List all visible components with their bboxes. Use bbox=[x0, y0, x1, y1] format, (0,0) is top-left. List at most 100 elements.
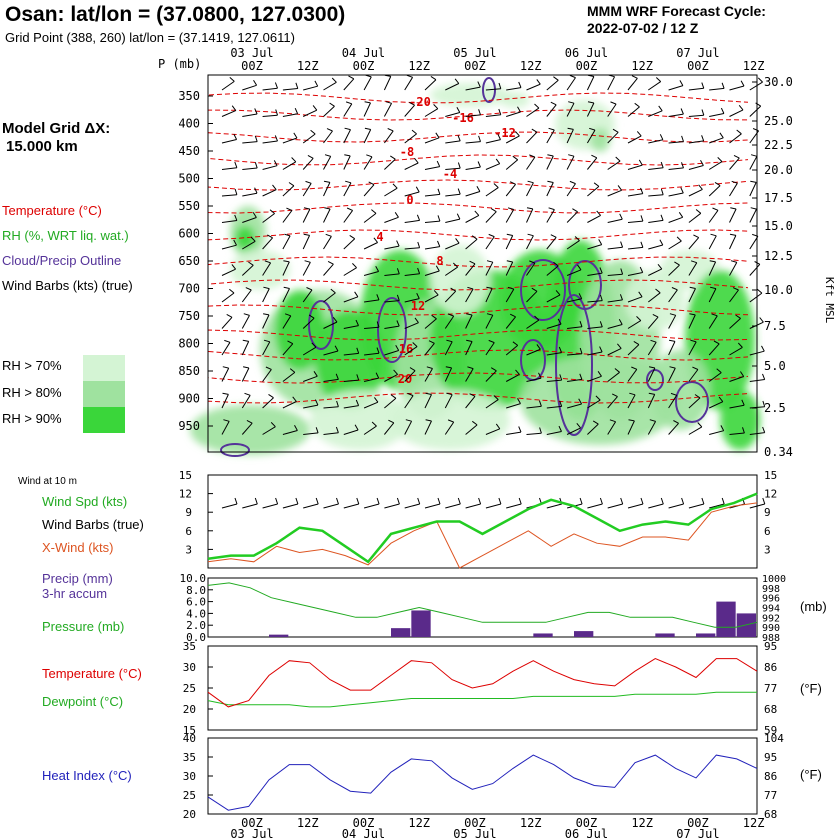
wind-barb-feather bbox=[676, 236, 682, 242]
wind-barb bbox=[323, 378, 339, 382]
pressure-tick: 750 bbox=[178, 309, 200, 323]
wind-barb bbox=[688, 165, 704, 170]
top-hour-label: 00Z bbox=[353, 59, 375, 73]
wind-barb-feather bbox=[709, 286, 717, 290]
wind-barb bbox=[647, 394, 656, 409]
wind-barb-feather bbox=[435, 132, 440, 139]
wind-barb bbox=[465, 214, 480, 223]
top-hour-label: 12Z bbox=[743, 59, 765, 73]
wind-barb bbox=[445, 266, 458, 276]
wind-barb-feather bbox=[628, 419, 635, 422]
wind-barb-feather bbox=[517, 398, 521, 404]
surface-wind-barb-feather bbox=[762, 497, 766, 505]
surface-wind-barb-feather bbox=[295, 497, 299, 505]
surface-wind-barb bbox=[648, 503, 664, 509]
wind-barb-feather bbox=[474, 210, 480, 216]
wind-barb-feather bbox=[292, 396, 297, 402]
wind-barb-feather bbox=[375, 266, 380, 272]
wind-barb-feather bbox=[406, 74, 413, 78]
wind-barb-feather bbox=[737, 342, 743, 348]
wind-barb-feather bbox=[547, 154, 554, 157]
wind-barb-feather bbox=[417, 241, 421, 248]
wind-barb-feather bbox=[531, 287, 538, 292]
wind-barb bbox=[323, 406, 339, 409]
rh-blob bbox=[590, 128, 610, 152]
wind-barb bbox=[607, 396, 618, 409]
wind-barb bbox=[526, 377, 542, 382]
wind-barb-feather bbox=[294, 425, 298, 431]
wind-barb-feather bbox=[466, 313, 473, 316]
wind-barb bbox=[587, 272, 603, 276]
heat-tick: 20 bbox=[183, 808, 196, 821]
wind-barb-feather bbox=[488, 339, 495, 344]
wind-barb-feather bbox=[515, 369, 520, 375]
wind-barb-feather bbox=[327, 260, 334, 265]
surface-wind-barb bbox=[668, 503, 684, 509]
wind-barb-feather bbox=[558, 346, 563, 353]
wind-barb bbox=[465, 314, 473, 329]
wind-barb bbox=[567, 353, 583, 356]
pressure-tick-right: 990 bbox=[762, 623, 780, 634]
wind-barb bbox=[668, 395, 678, 409]
wind-barb-feather bbox=[283, 260, 290, 263]
wind-barb-feather bbox=[306, 287, 313, 291]
wind-barb bbox=[668, 240, 682, 250]
wind-barb-feather bbox=[396, 268, 400, 275]
pressure-tick: 950 bbox=[178, 419, 200, 433]
wind-barb bbox=[749, 81, 763, 91]
wind-barb bbox=[384, 350, 399, 356]
wind-barb bbox=[242, 217, 257, 223]
wind-barb-feather bbox=[346, 207, 353, 211]
wind-barb bbox=[302, 346, 317, 356]
wind-barbs bbox=[221, 74, 766, 509]
wind-barb bbox=[465, 263, 476, 276]
wind-barb-feather bbox=[345, 180, 352, 184]
wind-barb bbox=[729, 182, 738, 197]
wind-barb bbox=[303, 85, 318, 91]
wind-barb-feather bbox=[456, 213, 461, 220]
wind-barb bbox=[282, 235, 291, 250]
wind-barb-feather bbox=[447, 419, 454, 423]
cloud-outline bbox=[675, 381, 709, 423]
wind-barb-feather bbox=[629, 392, 636, 396]
wind-barb bbox=[241, 315, 250, 329]
wind-barb-feather bbox=[536, 79, 541, 85]
wind-barb-feather bbox=[248, 261, 254, 266]
wind-barb bbox=[526, 262, 536, 276]
wind-barb bbox=[363, 271, 379, 276]
bottom-hour-label: 12Z bbox=[743, 816, 765, 830]
bottom-hour-label: 12Z bbox=[297, 816, 319, 830]
wind-barb-feather bbox=[568, 154, 575, 157]
wind-barb bbox=[688, 369, 699, 382]
wind-barb-feather bbox=[620, 241, 624, 248]
wind-barb-feather bbox=[640, 241, 644, 248]
precip-bar bbox=[269, 634, 289, 637]
station-title: Osan: lat/lon = (37.0800, 127.0300) bbox=[5, 3, 346, 26]
wind-barb-feather bbox=[355, 319, 359, 326]
wind-barb-feather bbox=[233, 239, 237, 246]
wind-barb bbox=[526, 208, 534, 223]
cloud-outline bbox=[555, 294, 593, 436]
wind-barb bbox=[546, 182, 554, 197]
wind-barb bbox=[566, 183, 576, 197]
wind-barb-feather bbox=[762, 426, 766, 433]
wind-barb-feather bbox=[673, 420, 679, 424]
wind-barb bbox=[424, 394, 432, 409]
wind-barb-feather bbox=[518, 81, 522, 88]
wind-barb-feather bbox=[633, 340, 640, 346]
precip-bar bbox=[696, 633, 716, 637]
wind-barb bbox=[404, 322, 419, 329]
wind-barb-feather bbox=[311, 342, 317, 348]
wind-barb-feather bbox=[678, 212, 684, 218]
wind-barb-feather bbox=[515, 131, 520, 137]
precip-tick: 0.0 bbox=[186, 631, 206, 644]
wind-barb-feather bbox=[649, 419, 656, 422]
wind-barb bbox=[383, 76, 392, 91]
height-tick: 25.0 bbox=[764, 114, 793, 128]
heat-tick-right: 104 bbox=[764, 732, 784, 745]
wind-barb-feather bbox=[670, 392, 677, 396]
wind-barb-feather bbox=[717, 157, 723, 162]
wind-barb-feather bbox=[284, 313, 291, 317]
wind-barb-feather bbox=[325, 233, 332, 237]
wind-barb bbox=[627, 193, 643, 197]
